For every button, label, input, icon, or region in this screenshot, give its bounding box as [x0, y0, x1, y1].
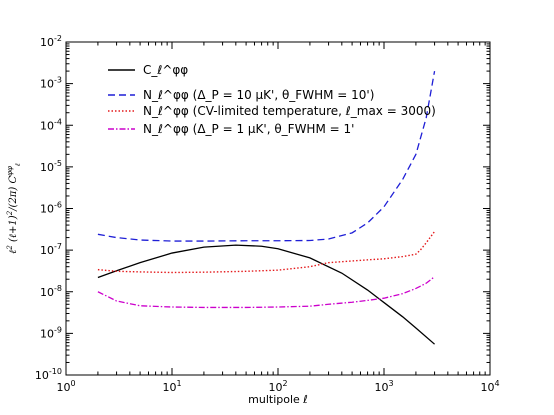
series-lines [97, 70, 436, 345]
y-tick-label: 10-8 [40, 284, 62, 299]
y-tick-label: 10-2 [40, 34, 62, 49]
axis-ticks: 100 101 102 103 104 10-10 10-9 10-8 10-7 10-6 10-5… [35, 34, 500, 394]
y-tick-label: 10-4 [40, 117, 62, 132]
y-tick-label: 10-6 [40, 201, 62, 216]
legend-label-1: N_ℓ^φφ (Δ_P = 10 μK', θ_FWHM = 10') [143, 88, 374, 102]
series-line-3 [97, 276, 435, 309]
x-tick-label: 102 [268, 379, 287, 394]
legend: C_ℓ^φφ N_ℓ^φφ (Δ_P = 10 μK', θ_FWHM = 10'… [108, 63, 436, 136]
y-tick-label: 10-5 [40, 159, 62, 174]
x-axis-label-text: multipole ℓ [248, 393, 308, 406]
legend-label-3: N_ℓ^φφ (Δ_P = 1 μK', θ_FWHM = 1' [143, 122, 354, 136]
x-tick-label: 101 [162, 379, 181, 394]
series-line-1 [97, 70, 436, 242]
y-tick-label: 10-9 [40, 325, 62, 340]
y-tick-label: 10-10 [35, 367, 62, 382]
series-line-2 [97, 231, 436, 274]
y-tick-label: 10-3 [40, 76, 62, 91]
legend-label-2: N_ℓ^φφ (CV-limited temperature, ℓ_max = … [143, 104, 436, 118]
x-tick-label: 103 [374, 379, 393, 394]
y-tick-label: 10-7 [40, 242, 62, 257]
y-axis-label: ℓ2 (ℓ+1)2/(2π) Cφφℓ [6, 163, 22, 254]
x-tick-label: 100 [56, 379, 75, 394]
y-axis-label-text: ℓ2 (ℓ+1)2/(2π) Cφφℓ [6, 163, 22, 254]
x-tick-label: 104 [480, 379, 499, 394]
x-axis-label: multipole ℓ [248, 393, 308, 406]
series-line-0 [97, 244, 435, 345]
legend-label-0: C_ℓ^φφ [143, 63, 188, 77]
